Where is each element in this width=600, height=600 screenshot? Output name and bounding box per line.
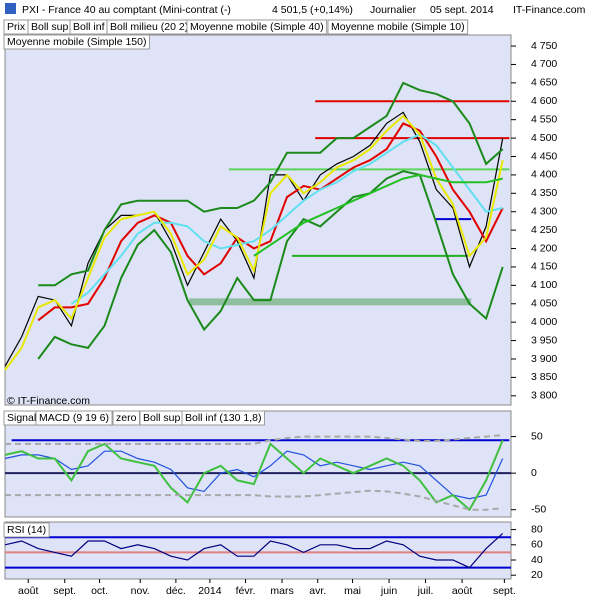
legend-entry[interactable]: Boll sup — [143, 412, 181, 424]
y-tick-label: 80 — [531, 523, 543, 535]
legend-entry[interactable]: MACD (9 19 6) — [39, 412, 109, 424]
series-line — [5, 489, 503, 511]
header-quote: 4 501,5 (+0,14%) — [272, 4, 353, 16]
y-tick-label: 4 650 — [531, 77, 557, 89]
y-tick-label: 4 250 — [531, 224, 557, 236]
legend-entry[interactable]: RSI (14) — [7, 524, 46, 536]
series-line — [4, 532, 504, 569]
x-tick-label: févr. — [236, 585, 256, 597]
x-tick-label: 2014 — [198, 585, 222, 597]
y-tick-label: 20 — [531, 569, 543, 581]
y-tick-label: 4 550 — [531, 113, 557, 125]
legend-box — [181, 410, 265, 426]
header-site: IT-Finance.com — [513, 4, 586, 16]
legend-entry[interactable]: Moyenne mobile (Simple 150) — [7, 36, 146, 48]
series-line — [37, 122, 504, 322]
series-line — [4, 111, 504, 367]
series-line — [253, 173, 503, 257]
series-line — [70, 133, 503, 305]
y-tick-label: 4 350 — [531, 187, 557, 199]
y-tick-label: 40 — [531, 554, 543, 566]
legend-entry[interactable]: zero — [116, 412, 137, 424]
legend-entry[interactable]: Boll inf — [73, 21, 105, 33]
legend-box — [186, 19, 328, 35]
y-tick-label: 4 300 — [531, 205, 557, 217]
y-tick-label: 4 400 — [531, 169, 557, 181]
x-tick-label: août — [18, 585, 39, 597]
legend-entry[interactable]: Signal — [7, 412, 36, 424]
legend-entry[interactable]: Boll inf (130 1,8) — [185, 412, 261, 424]
y-tick-label: 4 750 — [531, 40, 557, 52]
legend-entry[interactable]: Moyenne mobile (Simple 40) — [190, 21, 324, 33]
y-tick-label: 4 700 — [531, 58, 557, 70]
y-tick-label: 60 — [531, 539, 543, 551]
x-tick-label: sept. — [493, 585, 516, 597]
y-tick-label: 4 000 — [531, 316, 557, 328]
y-tick-label: 0 — [531, 467, 537, 479]
series-line — [38, 81, 504, 287]
legend-box — [327, 19, 469, 35]
series-line — [4, 450, 504, 500]
x-tick-label: déc. — [166, 585, 186, 597]
x-tick-label: nov. — [131, 585, 150, 597]
y-tick-label: 4 500 — [531, 132, 557, 144]
icon — [5, 3, 16, 14]
legend-box — [3, 34, 150, 50]
legend-box — [112, 410, 140, 426]
y-tick-label: 4 050 — [531, 298, 557, 310]
plot-area — [4, 34, 512, 406]
y-tick-label: 4 150 — [531, 261, 557, 273]
x-tick-label: avr. — [309, 585, 326, 597]
series-line — [37, 170, 504, 360]
series-line — [4, 439, 504, 512]
plot-area — [4, 521, 512, 580]
x-tick-label: mai — [344, 585, 361, 597]
series-line — [4, 114, 504, 371]
y-tick-label: 4 200 — [531, 242, 557, 254]
series-line — [5, 434, 503, 445]
y-tick-label: 3 900 — [531, 353, 557, 365]
legend-box — [3, 522, 50, 538]
x-tick-label: juin — [380, 585, 398, 597]
header-date: 05 sept. 2014 — [430, 4, 494, 16]
y-tick-label: 3 850 — [531, 371, 557, 383]
y-tick-label: 4 100 — [531, 279, 557, 291]
x-tick-label: oct. — [91, 585, 108, 597]
legend-entry[interactable]: Prix — [7, 21, 26, 33]
x-tick-label: juil. — [417, 585, 434, 597]
legend-box — [35, 410, 113, 426]
x-tick-label: mars — [270, 585, 293, 597]
y-tick-label: 3 950 — [531, 334, 557, 346]
y-tick-label: 3 800 — [531, 390, 557, 402]
y-tick-label: 50 — [531, 430, 543, 442]
legend-entry[interactable]: Boll milieu (20 2) — [110, 21, 188, 33]
y-tick-label: 4 600 — [531, 95, 557, 107]
legend-entry[interactable]: Boll sup — [31, 21, 69, 33]
legend-entry[interactable]: Moyenne mobile (Simple 10) — [331, 21, 465, 33]
header-title: PXI - France 40 au comptant (Mini-contra… — [22, 4, 231, 16]
annotation: © IT-Finance.com — [7, 395, 90, 407]
y-tick-label: 4 450 — [531, 150, 557, 162]
x-tick-label: août — [452, 585, 473, 597]
header-period: Journalier — [370, 4, 417, 16]
y-tick-label: -50 — [531, 503, 546, 515]
x-tick-label: sept. — [53, 585, 76, 597]
